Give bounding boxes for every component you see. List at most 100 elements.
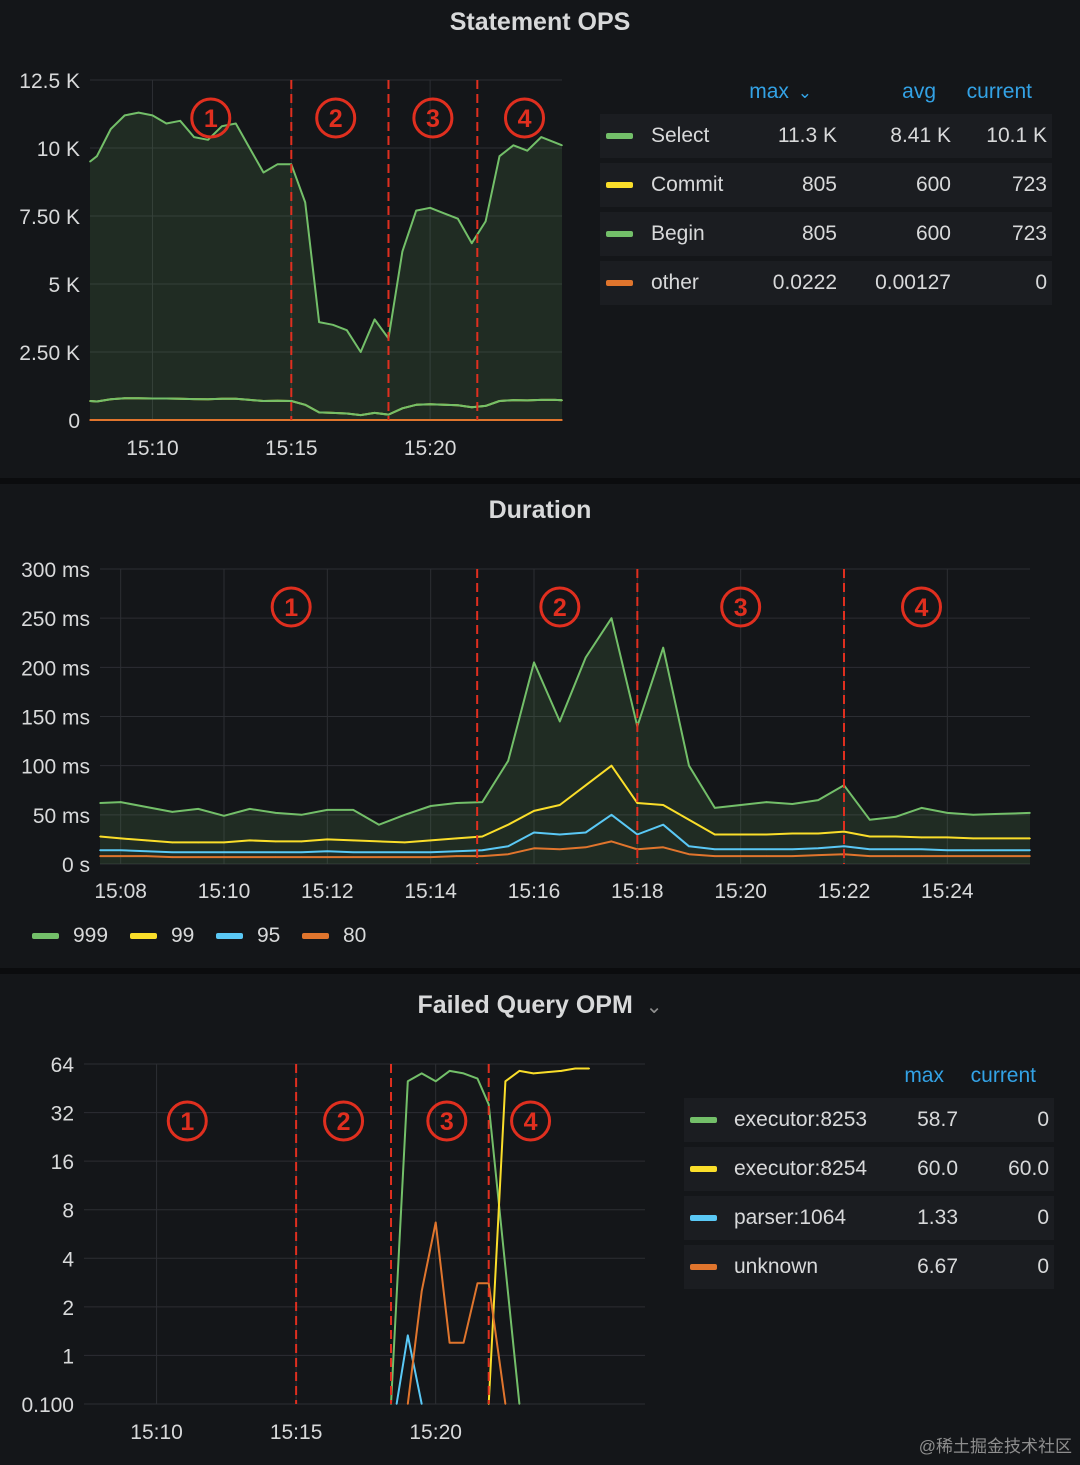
failed-query-opm-chart[interactable]: 0.100 1 2 4 8 16 32 64 15:10 15:15 15:20 1 2 3 4 [0,974,1080,1465]
legend-series-name: 999 [73,924,109,947]
phase-number-circle [720,586,762,628]
legend-current-value: 723 [1011,222,1047,245]
phase-number-circle [270,586,312,628]
data-point [352,851,355,853]
data-point [457,404,459,407]
duration-chart[interactable]: 0 s 50 ms 100 ms 150 ms 200 ms 250 ms 300 ms 15… [0,484,1080,968]
legend-item-95[interactable]: 95 [216,924,280,948]
data-point [352,839,355,842]
data-point [462,1341,465,1344]
data-point [99,855,101,857]
data-point [165,397,168,400]
legend-row-Commit[interactable]: Commit 805 600 723 [600,163,1052,207]
phase-number-label: 3 [426,105,440,133]
phase-number-label: 1 [284,594,298,622]
y-tick-label: 5 K [48,274,80,297]
legend-avg-value: 8.41 K [890,124,951,147]
statement-ops-chart[interactable]: 0 2.50 K 5 K 7.50 K 10 K 12.5 K 15:10 15:15 15:2… [0,0,1080,478]
data-point [223,815,225,817]
legend-row-executor-8253[interactable]: executor:8253 58.7 0 [684,1098,1054,1142]
data-point [484,419,487,421]
data-point [318,321,320,323]
phase-number-circle [166,1100,208,1142]
data-point [395,1403,398,1405]
legend-current-value: 0 [1037,1108,1049,1131]
data-point [415,419,418,421]
data-point [843,830,845,833]
y-tick-label: 2.50 K [19,342,80,365]
data-point [248,399,251,401]
x-tick-label: 15:20 [409,1421,462,1444]
data-point [248,419,251,421]
data-point [688,764,690,767]
legend-swatch [690,1215,717,1221]
data-point [407,1403,409,1405]
y-tick-label: 200 ms [21,657,90,680]
data-point [946,849,949,851]
data-point [429,805,432,807]
legend-row-other[interactable]: other 0.0222 0.00127 0 [600,261,1052,305]
legend-row-executor-8254[interactable]: executor:8254 60.0 60.0 [684,1147,1054,1191]
legend-item-99[interactable]: 99 [130,924,194,948]
data-point [276,399,279,402]
data-point [249,856,251,858]
phase-number-circle [901,586,942,628]
data-point [415,209,418,212]
legend-header-avg[interactable]: avg [902,80,936,103]
legend-row-parser-1064[interactable]: parser:1064 1.33 0 [684,1196,1054,1240]
data-point [471,419,473,421]
data-point [249,808,251,810]
data-point [688,819,690,821]
legend-row-unknown[interactable]: unknown 6.67 0 [684,1245,1054,1289]
data-point [110,398,112,401]
y-tick-label: 64 [51,1054,75,1077]
data-point [894,835,897,838]
data-point [89,400,91,402]
data-point [207,139,209,141]
data-point [197,808,199,810]
data-point [359,414,362,416]
panel-title[interactable]: Duration [488,496,592,524]
data-point [193,419,195,421]
y-tick-label: 0 s [62,854,90,877]
data-point [584,784,587,787]
legend-header-current[interactable]: current [970,1064,1036,1087]
legend-series-name: 80 [343,924,367,947]
legend-header-max[interactable]: max [904,1064,944,1087]
legend-item-80[interactable]: 80 [302,924,366,948]
y-tick-label: 10 K [37,138,80,161]
data-point [498,155,501,157]
data-point [179,398,181,400]
data-point [223,841,225,844]
data-point [137,419,140,421]
phase-number-circle [190,97,232,139]
data-point [119,849,122,851]
y-tick-label: 150 ms [21,707,90,730]
y-tick-label: 100 ms [21,756,90,779]
x-tick-label: 15:08 [94,880,147,903]
data-point [346,329,348,332]
legend-item-999[interactable]: 999 [32,924,108,948]
data-point [688,853,690,855]
data-point [110,128,112,130]
data-point [99,849,101,851]
legend-row-Select[interactable]: Select 11.3 K 8.41 K 10.1 K [600,114,1052,158]
data-point [145,850,148,852]
panel-title[interactable]: Statement OPS [449,8,631,36]
legend-header-max[interactable]: max ⌄ [749,80,812,103]
legend-row-Begin[interactable]: Begin 805 600 723 [600,212,1052,256]
x-tick-label: 15:10 [130,1421,183,1444]
data-point [300,856,303,858]
data-point [249,839,251,842]
data-point [429,851,432,853]
phase-number-label: 2 [337,1108,351,1136]
legend-header-current[interactable]: current [966,80,1032,103]
data-point [817,799,819,801]
panel-title[interactable]: Failed Query OPM ⌄ [417,991,663,1019]
data-point [448,1341,451,1344]
data-point [457,419,459,421]
y-tick-label: 8 [62,1200,74,1223]
data-point [998,849,1000,851]
phase-number-circle [539,586,581,628]
series-line-Select [89,111,563,353]
